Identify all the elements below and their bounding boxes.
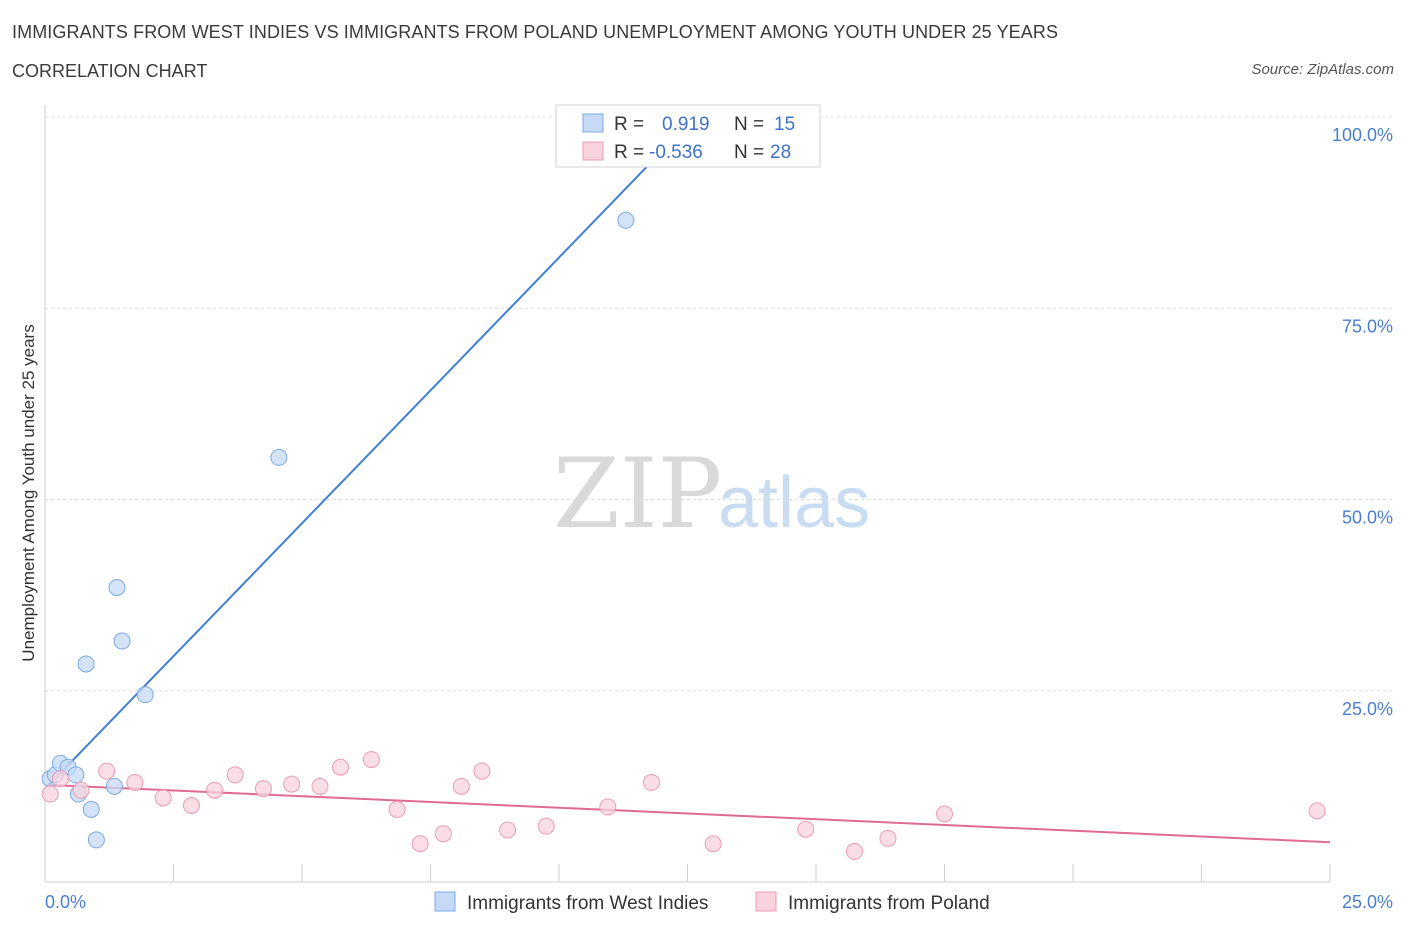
legend-swatch-west-indies — [582, 113, 604, 133]
gridlines — [45, 116, 1395, 692]
point-s1-21 — [599, 798, 617, 816]
point-s0-9 — [105, 777, 123, 795]
point-s0-11 — [113, 632, 131, 650]
point-s0-10 — [108, 578, 126, 596]
y-tick-labels: 100.0% 75.0% 50.0% 25.0% — [1332, 125, 1393, 719]
trend-line-1 — [47, 783, 1331, 844]
point-s1-26 — [879, 829, 897, 847]
point-s1-18 — [473, 762, 491, 780]
y-tick-label-1: 75.0% — [1342, 316, 1393, 336]
x-tick-labels: 0.0% 25.0% — [45, 892, 1393, 912]
point-s0-14 — [617, 211, 635, 229]
watermark-atlas: atlas — [718, 463, 870, 543]
legend-n-value-poland: 28 — [770, 142, 791, 163]
series-legend-label-poland: Immigrants from Poland — [788, 893, 990, 914]
point-s0-13 — [270, 448, 288, 466]
chart-title: IMMIGRANTS FROM WEST INDIES VS IMMIGRANT… — [12, 22, 1059, 42]
y-axis-title: Unemployment Among Youth under 25 years — [19, 324, 38, 661]
series-legend-swatch-poland — [755, 891, 777, 912]
point-s1-0 — [41, 785, 59, 803]
point-s0-4 — [67, 766, 85, 784]
legend-swatch-poland — [582, 141, 604, 161]
point-s1-8 — [226, 766, 244, 784]
point-s0-12 — [136, 686, 154, 704]
stats-legend: R = 0.919 N = 15 R = -0.536 N = 28 — [555, 104, 821, 168]
point-s1-27 — [936, 805, 953, 823]
source-credit: Source: ZipAtlas.com — [1251, 61, 1394, 78]
legend-r-value-west-indies: 0.919 — [662, 114, 710, 135]
point-s1-13 — [362, 751, 380, 769]
series-legend-label-west-indies: Immigrants from West Indies — [467, 893, 708, 914]
chart-subtitle: CORRELATION CHART — [12, 61, 208, 81]
trend-line-0 — [46, 123, 689, 788]
point-s1-12 — [332, 758, 350, 776]
y-tick-label-3: 25.0% — [1342, 699, 1393, 719]
point-s1-24 — [797, 820, 815, 838]
legend-n-label-2: N = — [734, 142, 764, 163]
point-s0-7 — [82, 800, 100, 818]
legend-r-label-1: R = — [614, 114, 644, 135]
point-s1-4 — [126, 774, 144, 792]
point-s1-11 — [311, 777, 329, 795]
y-tick-label-0: 100.0% — [1332, 125, 1393, 145]
y-tick-label-2: 50.0% — [1342, 508, 1393, 528]
legend-n-value-west-indies: 15 — [774, 114, 795, 135]
point-s1-16 — [434, 825, 452, 843]
point-s1-9 — [254, 780, 272, 798]
point-s1-10 — [283, 775, 301, 793]
series-legend-swatch-west-indies — [434, 891, 456, 912]
series-legend: Immigrants from West Indies Immigrants f… — [434, 891, 990, 914]
x-tick-label-1: 25.0% — [1342, 892, 1393, 912]
point-s0-6 — [77, 655, 95, 673]
point-s0-8 — [87, 831, 105, 849]
point-s1-19 — [499, 821, 517, 839]
point-s1-3 — [98, 762, 116, 780]
legend-r-value-poland: -0.536 — [649, 142, 703, 163]
point-s1-25 — [846, 842, 864, 860]
point-s1-20 — [537, 817, 555, 835]
point-s1-7 — [206, 781, 224, 799]
point-s1-14 — [388, 800, 406, 818]
point-s1-15 — [411, 835, 429, 853]
point-s1-2 — [72, 781, 90, 799]
point-s1-6 — [182, 797, 200, 814]
point-s1-1 — [51, 770, 69, 788]
legend-n-label-1: N = — [734, 114, 764, 135]
point-s1-28 — [1308, 802, 1326, 820]
watermark-zip: ZIP — [553, 438, 722, 550]
axes — [44, 105, 1331, 883]
point-s1-17 — [452, 777, 470, 795]
point-s1-23 — [704, 835, 722, 853]
point-s1-22 — [643, 774, 661, 792]
legend-r-label-2: R = — [614, 142, 644, 163]
point-s1-5 — [154, 789, 172, 807]
x-tick-label-0: 0.0% — [45, 892, 86, 912]
data-points — [41, 211, 1326, 860]
